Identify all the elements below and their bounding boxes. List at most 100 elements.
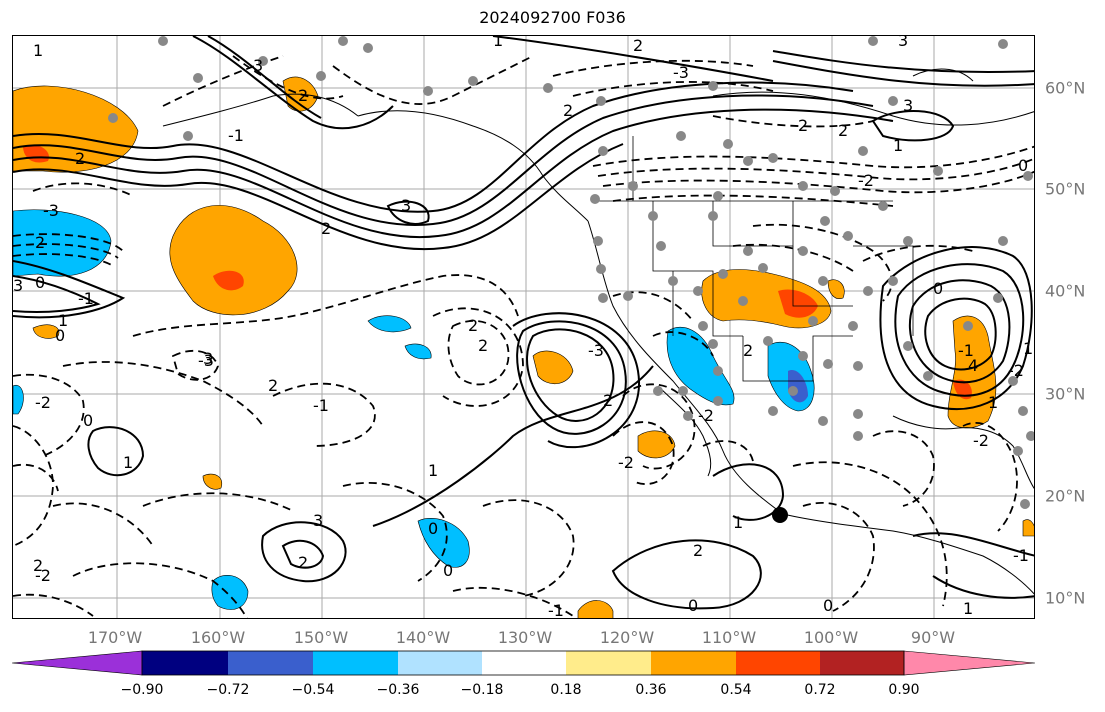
lon-label: 150°W <box>293 628 349 647</box>
svg-text:-2: -2 <box>618 453 634 472</box>
svg-text:2: 2 <box>321 219 331 238</box>
colorbar-segment <box>651 651 736 675</box>
colorbar-segment <box>228 651 313 675</box>
colorbar-segment <box>398 651 482 675</box>
colorbar-segment <box>566 651 651 675</box>
svg-text:1: 1 <box>58 311 68 330</box>
colorbar-tick: 0.18 <box>550 682 582 698</box>
svg-text:2: 2 <box>693 541 703 560</box>
lat-label: 30°N <box>1045 384 1086 404</box>
svg-text:1: 1 <box>493 36 503 50</box>
svg-text:3: 3 <box>203 349 213 368</box>
lat-label: 10°N <box>1045 588 1086 608</box>
lon-label: 100°W <box>803 628 859 647</box>
coastlines <box>162 68 1034 595</box>
contour-labels: 2 2 0 1 3 2 3 2 1 0 -3 0 -2 2 -1 -2 2 2 … <box>13 36 1033 619</box>
svg-text:1: 1 <box>988 393 998 412</box>
colorbar-segment <box>313 651 398 675</box>
colorbar-tick: −0.54 <box>291 682 335 698</box>
svg-text:2: 2 <box>298 553 308 572</box>
svg-text:2: 2 <box>633 36 643 55</box>
svg-text:0: 0 <box>35 273 45 292</box>
colorbar-tick: 0.54 <box>720 682 752 698</box>
svg-text:-3: -3 <box>588 341 604 360</box>
svg-text:-1: -1 <box>958 341 974 360</box>
svg-text:2: 2 <box>478 336 488 355</box>
svg-text:-1: -1 <box>548 601 564 619</box>
svg-text:2: 2 <box>268 376 278 395</box>
svg-text:3: 3 <box>401 196 411 215</box>
map-panel: 2 2 0 1 3 2 3 2 1 0 -3 0 -2 2 -1 -2 2 2 … <box>12 35 1035 619</box>
svg-text:-1: -1 <box>313 396 329 415</box>
svg-text:3: 3 <box>253 56 263 75</box>
svg-text:2: 2 <box>798 116 808 135</box>
lat-label: 20°N <box>1045 486 1086 506</box>
observation-sites <box>108 36 1034 509</box>
colorbar-tick: −0.36 <box>376 682 420 698</box>
svg-text:-2: -2 <box>35 393 51 412</box>
svg-text:4: 4 <box>968 356 978 375</box>
svg-text:2: 2 <box>298 86 308 105</box>
svg-text:1: 1 <box>893 136 903 155</box>
svg-text:1: 1 <box>123 453 133 472</box>
colorbar <box>12 650 1035 676</box>
political-borders <box>593 136 914 382</box>
svg-text:-2: -2 <box>698 406 714 425</box>
lon-label: 110°W <box>701 628 757 647</box>
svg-text:3: 3 <box>313 511 323 530</box>
svg-text:3: 3 <box>13 276 23 295</box>
svg-text:2: 2 <box>743 341 753 360</box>
svg-text:0: 0 <box>443 561 453 580</box>
colorbar-segment <box>482 651 566 675</box>
solid-contours <box>13 36 1034 610</box>
svg-text:1: 1 <box>733 513 743 532</box>
svg-text:2: 2 <box>75 149 85 168</box>
svg-text:3: 3 <box>898 36 908 50</box>
svg-text:-2: -2 <box>1008 361 1024 380</box>
svg-text:-2: -2 <box>858 171 874 190</box>
svg-text:0: 0 <box>83 411 93 430</box>
colorbar-segment <box>142 651 228 675</box>
svg-text:2: 2 <box>603 391 613 410</box>
svg-text:2: 2 <box>35 233 45 252</box>
lon-label: 160°W <box>190 628 246 647</box>
svg-text:2: 2 <box>563 101 573 120</box>
lon-label: 140°W <box>395 628 451 647</box>
svg-text:-3: -3 <box>198 351 214 370</box>
svg-text:-2: -2 <box>35 566 51 585</box>
lon-label: 130°W <box>497 628 553 647</box>
svg-text:2: 2 <box>838 121 848 140</box>
colorbar-tick: −0.90 <box>120 682 164 698</box>
target-marker <box>772 507 788 523</box>
svg-text:1: 1 <box>1023 339 1033 358</box>
colorbar-extend-left <box>12 650 143 676</box>
svg-text:-2: -2 <box>973 431 989 450</box>
lat-label: 40°N <box>1045 281 1086 301</box>
lon-label: 170°W <box>87 628 143 647</box>
svg-text:0: 0 <box>933 279 943 298</box>
colorbar-extend-right <box>903 650 1035 676</box>
lat-label: 60°N <box>1045 78 1086 98</box>
graticule <box>13 36 1034 618</box>
svg-text:0: 0 <box>1018 156 1028 175</box>
svg-text:0: 0 <box>55 326 65 345</box>
svg-text:-1: -1 <box>228 126 244 145</box>
colorbar-tick: 0.90 <box>888 682 920 698</box>
colorbar-segment <box>736 651 820 675</box>
colorbar-tick: −0.72 <box>206 682 250 698</box>
svg-text:0: 0 <box>428 519 438 538</box>
colorbar-segment <box>820 651 904 675</box>
svg-text:-1: -1 <box>1013 546 1029 565</box>
dashed-contours <box>13 55 1034 618</box>
svg-text:2: 2 <box>33 556 43 575</box>
map-title: 2024092700 F036 <box>479 8 626 27</box>
lat-label: 50°N <box>1045 179 1086 199</box>
colorbar-tick: 0.36 <box>635 682 667 698</box>
svg-text:1: 1 <box>33 41 43 60</box>
colorbar-tick: 0.72 <box>804 682 836 698</box>
svg-text:0: 0 <box>688 596 698 615</box>
svg-text:-1: -1 <box>78 289 94 308</box>
lon-label: 120°W <box>599 628 655 647</box>
lon-label: 90°W <box>910 628 956 647</box>
svg-text:1: 1 <box>428 461 438 480</box>
